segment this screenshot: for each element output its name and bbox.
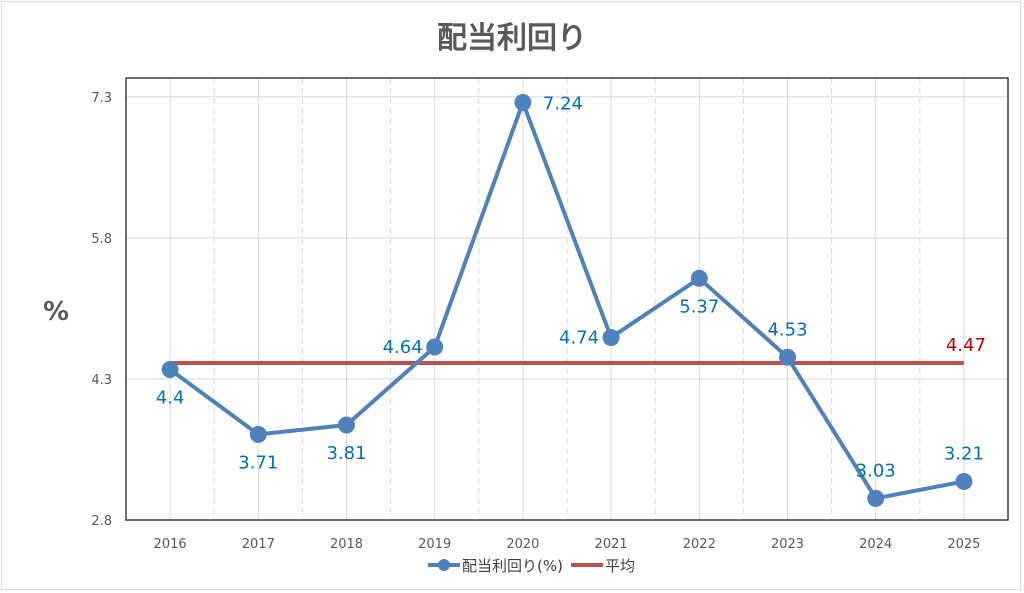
data-point [867, 489, 885, 507]
x-tick-label: 2020 [506, 537, 539, 552]
data-label: 3.03 [856, 460, 896, 481]
x-tick-label: 2025 [947, 537, 980, 552]
data-label: 3.21 [944, 443, 984, 464]
x-tick-label: 2022 [683, 537, 716, 552]
x-tick-label: 2024 [859, 537, 892, 552]
y-tick-label: 7.3 [91, 91, 112, 106]
data-label: 3.71 [238, 452, 278, 473]
data-label: 4.53 [767, 319, 807, 340]
x-tick-label: 2016 [154, 537, 187, 552]
data-point [161, 361, 179, 379]
legend-label-series: 配当利回り(%) [462, 557, 563, 575]
legend-marker [438, 559, 450, 571]
x-tick-label: 2021 [595, 537, 628, 552]
data-label: 4.74 [559, 328, 599, 349]
data-point [602, 329, 620, 347]
plot-area-border [125, 77, 1009, 521]
average-label: 4.47 [946, 335, 986, 356]
x-tick-label: 2018 [330, 537, 363, 552]
legend-label-average: 平均 [605, 557, 635, 575]
chart-title: 配当利回り [437, 21, 587, 56]
data-label: 4.64 [383, 337, 423, 358]
data-label: 4.4 [156, 388, 185, 409]
data-point [690, 269, 708, 287]
x-tick-label: 2023 [771, 537, 804, 552]
data-point [249, 425, 267, 443]
data-point [514, 93, 532, 111]
data-point [779, 348, 796, 366]
y-tick-label: 2.8 [91, 514, 112, 529]
y-tick-label: 5.8 [91, 232, 112, 247]
data-point [338, 416, 355, 434]
x-tick-label: 2019 [418, 537, 451, 552]
data-label: 7.24 [543, 93, 583, 114]
data-point [426, 338, 444, 356]
y-axis-label: % [43, 297, 69, 327]
data-label: 3.81 [326, 443, 366, 464]
data-point [955, 472, 973, 490]
data-label: 5.37 [679, 296, 719, 317]
x-tick-label: 2017 [242, 537, 275, 552]
series-line [168, 100, 965, 501]
y-tick-label: 4.3 [91, 373, 112, 388]
